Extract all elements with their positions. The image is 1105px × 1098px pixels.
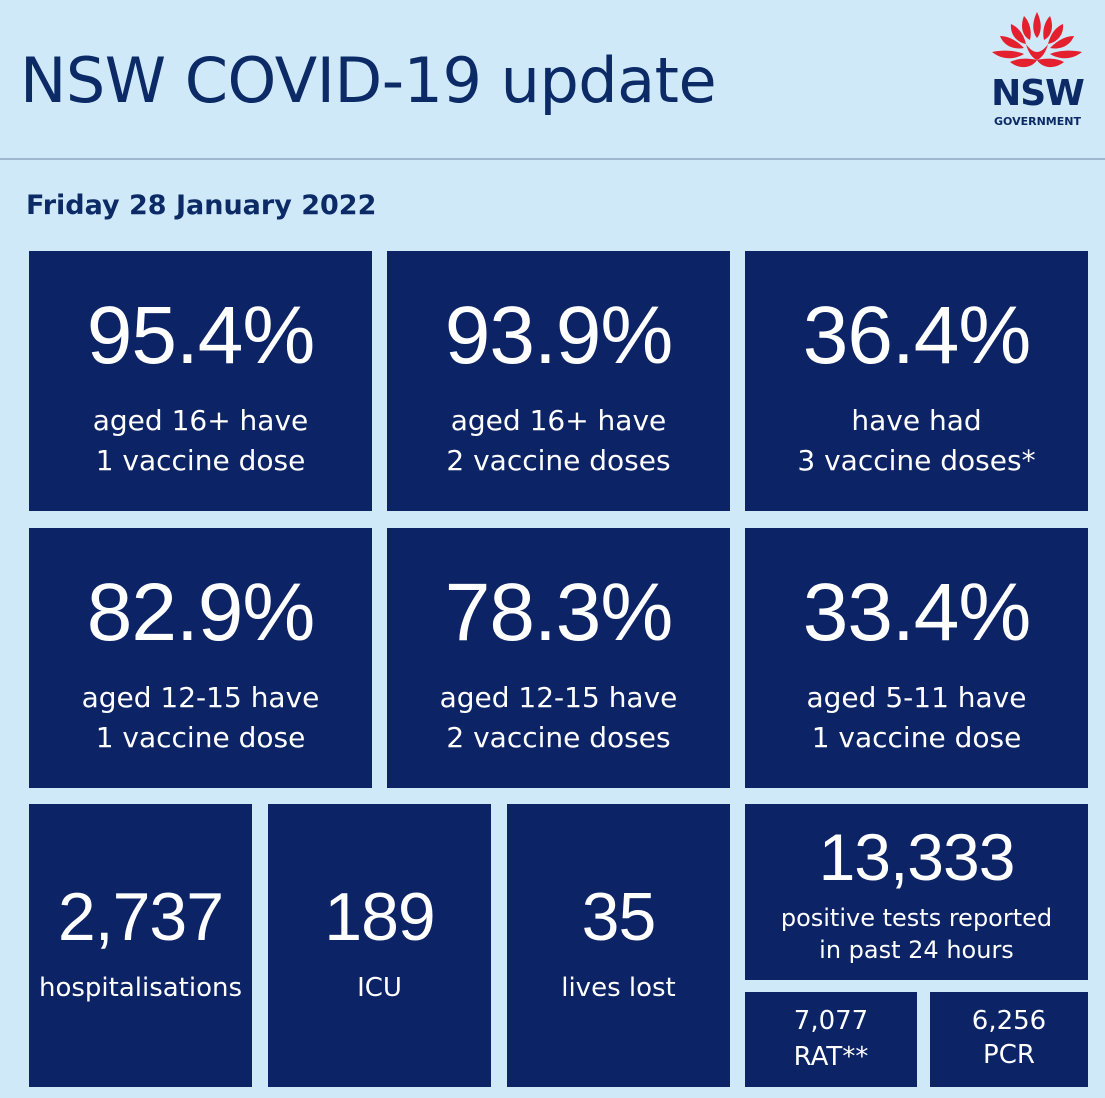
stat-description: aged 12-15 have 1 vaccine dose (29, 678, 372, 758)
header-divider (0, 158, 1105, 160)
logo-government-text: GOVERNMENT (994, 115, 1081, 128)
stat-line2: 2 vaccine doses (446, 444, 671, 477)
stat-value: 35 (581, 879, 657, 955)
hospitalisations-tile: 2,737 hospitalisations (29, 804, 252, 1087)
stat-line1: aged 12-15 have (81, 681, 320, 714)
vaccine-tile-12-15-dose2: 78.3% aged 12-15 have 2 vaccine doses (387, 528, 730, 788)
positive-tests-tile: 13,333 positive tests reported in past 2… (745, 804, 1088, 980)
stat-value: 189 (324, 879, 435, 955)
vaccine-tile-3-doses: 36.4% have had 3 vaccine doses* (745, 251, 1088, 511)
stat-value: 82.9% (86, 567, 316, 658)
vaccine-tile-12-15-dose1: 82.9% aged 12-15 have 1 vaccine dose (29, 528, 372, 788)
stat-description: have had 3 vaccine doses* (745, 401, 1088, 481)
stat-line1: aged 5-11 have (806, 681, 1027, 714)
stat-line2: in past 24 hours (819, 936, 1014, 964)
stat-value: 33.4% (802, 567, 1032, 658)
vaccine-tile-5-11-dose1: 33.4% aged 5-11 have 1 vaccine dose (745, 528, 1088, 788)
stat-label: PCR (983, 1040, 1035, 1070)
icu-tile: 189 ICU (268, 804, 491, 1087)
pcr-tests-tile: 6,256 PCR (930, 992, 1088, 1087)
nsw-government-logo: NSW GOVERNMENT (980, 8, 1095, 128)
stat-description: aged 16+ have 2 vaccine doses (387, 401, 730, 481)
waratah-icon (992, 12, 1082, 68)
stat-line1: aged 16+ have (450, 404, 667, 437)
stat-value: 6,256 (971, 1006, 1047, 1036)
stat-line2: 1 vaccine dose (95, 444, 306, 477)
stat-line1: positive tests reported (780, 904, 1053, 932)
stat-value: 95.4% (86, 290, 316, 381)
stat-label: ICU (357, 973, 402, 1003)
report-date: Friday 28 January 2022 (26, 190, 377, 221)
vaccine-tile-16plus-dose1: 95.4% aged 16+ have 1 vaccine dose (29, 251, 372, 511)
stat-line2: 2 vaccine doses (446, 721, 671, 754)
stat-value: 93.9% (444, 290, 674, 381)
stat-label: lives lost (561, 973, 676, 1003)
stat-line1: have had (851, 404, 982, 437)
stat-description: aged 12-15 have 2 vaccine doses (387, 678, 730, 758)
stat-label: hospitalisations (38, 973, 243, 1003)
stat-description: aged 16+ have 1 vaccine dose (29, 401, 372, 481)
stat-value: 36.4% (802, 290, 1032, 381)
stat-line2: 3 vaccine doses* (797, 444, 1036, 477)
stat-label: RAT** (793, 1042, 869, 1072)
logo-nsw-text: NSW (991, 73, 1085, 114)
stat-value: 2,737 (57, 879, 224, 955)
stat-line2: 1 vaccine dose (811, 721, 1022, 754)
vaccine-tile-16plus-dose2: 93.9% aged 16+ have 2 vaccine doses (387, 251, 730, 511)
stat-value: 7,077 (793, 1006, 869, 1036)
stat-value: 13,333 (818, 820, 1016, 894)
stat-description: aged 5-11 have 1 vaccine dose (745, 678, 1088, 758)
stat-line1: aged 16+ have (92, 404, 309, 437)
stat-value: 78.3% (444, 567, 674, 658)
rat-tests-tile: 7,077 RAT** (745, 992, 917, 1087)
page-title: NSW COVID-19 update (20, 44, 717, 117)
stat-description: positive tests reported in past 24 hours (745, 902, 1088, 966)
lives-lost-tile: 35 lives lost (507, 804, 730, 1087)
stat-line2: 1 vaccine dose (95, 721, 306, 754)
stat-line1: aged 12-15 have (439, 681, 678, 714)
